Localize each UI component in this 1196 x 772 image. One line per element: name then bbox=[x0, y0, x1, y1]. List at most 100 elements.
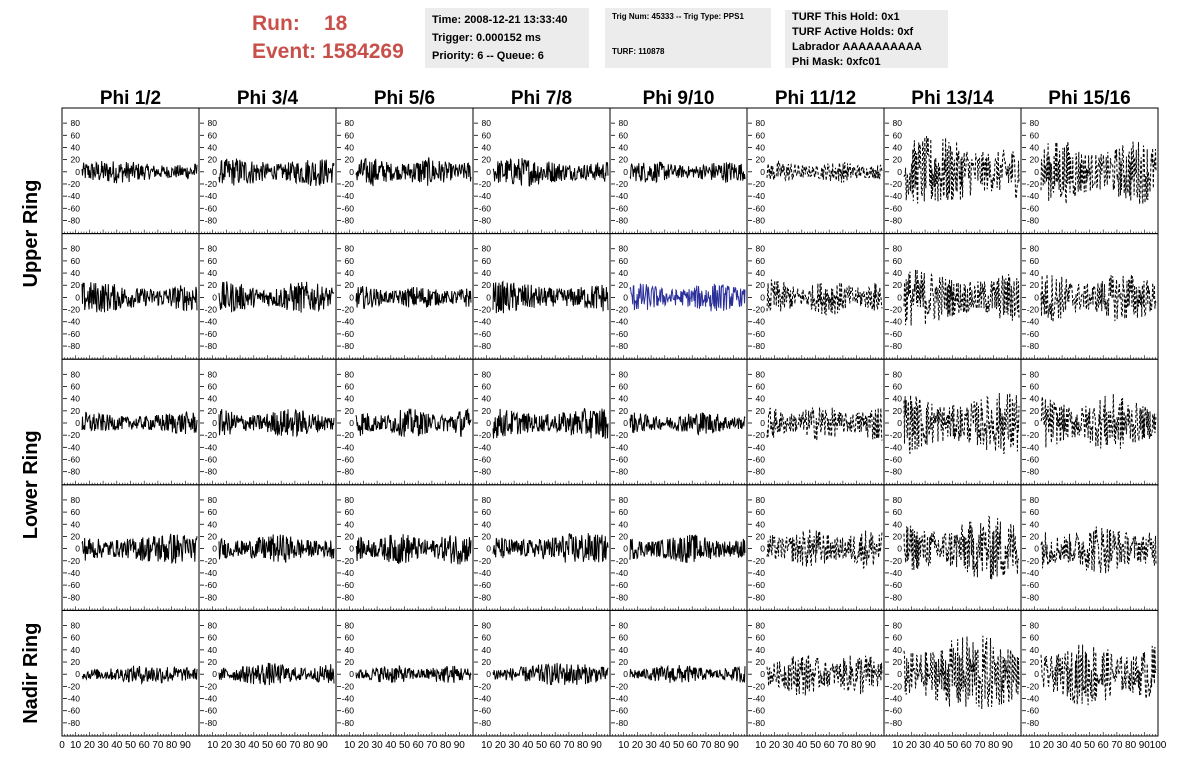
y-tick-label: 60 bbox=[482, 256, 492, 266]
y-tick-label: 0 bbox=[760, 167, 765, 177]
x-tick-label: 30 bbox=[646, 740, 658, 751]
y-tick-label: -60 bbox=[616, 455, 629, 465]
y-tick-label: -80 bbox=[753, 592, 766, 602]
x-tick-label: 10 bbox=[481, 740, 493, 751]
row-group-label: Lower Ring bbox=[20, 430, 42, 539]
waveform-trace bbox=[903, 635, 1020, 710]
x-tick-label: 70 bbox=[1111, 740, 1123, 751]
y-tick-label: 60 bbox=[208, 507, 218, 517]
y-tick-label: 20 bbox=[893, 657, 903, 667]
x-tick-label: 20 bbox=[84, 740, 96, 751]
column-header: Phi 1/2 bbox=[100, 88, 161, 109]
y-tick-label: 40 bbox=[345, 519, 355, 529]
event-value: 1584269 bbox=[322, 40, 404, 63]
waveform-trace bbox=[766, 279, 883, 316]
x-tick-label: 80 bbox=[988, 740, 1000, 751]
y-tick-label: -80 bbox=[342, 718, 355, 728]
y-tick-label: 0 bbox=[486, 669, 491, 679]
y-tick-label: 40 bbox=[756, 268, 766, 278]
x-tick-label: 60 bbox=[1098, 740, 1110, 751]
y-tick-label: 80 bbox=[619, 621, 629, 631]
x-tick-label: 40 bbox=[111, 740, 123, 751]
y-tick-label: -60 bbox=[753, 706, 766, 716]
y-tick-label: 40 bbox=[71, 645, 81, 655]
y-tick-label: 40 bbox=[71, 268, 81, 278]
y-tick-label: 0 bbox=[349, 544, 354, 554]
x-tick-label: 20 bbox=[495, 740, 507, 751]
waveform-trace bbox=[492, 408, 609, 439]
y-tick-label: -80 bbox=[68, 341, 81, 351]
y-tick-label: -20 bbox=[616, 556, 629, 566]
x-tick-label: 10 bbox=[207, 740, 219, 751]
y-tick-label: -80 bbox=[342, 467, 355, 477]
y-tick-label: -60 bbox=[205, 455, 218, 465]
y-tick-label: 20 bbox=[482, 406, 492, 416]
y-tick-label: -20 bbox=[890, 179, 903, 189]
y-tick-label: 0 bbox=[623, 544, 628, 554]
y-tick-label: -40 bbox=[68, 191, 81, 201]
waveform-trace bbox=[629, 412, 746, 436]
y-tick-label: 20 bbox=[893, 406, 903, 416]
x-tick-label: 90 bbox=[1139, 740, 1151, 751]
column-header: Phi 7/8 bbox=[511, 88, 572, 109]
y-tick-label: 80 bbox=[71, 369, 81, 379]
y-tick-label: -40 bbox=[342, 191, 355, 201]
y-tick-label: -40 bbox=[616, 317, 629, 327]
y-tick-label: 20 bbox=[1030, 531, 1040, 541]
y-tick-label: 0 bbox=[1034, 418, 1039, 428]
x-tick-label: 30 bbox=[372, 740, 384, 751]
y-tick-label: -80 bbox=[342, 215, 355, 225]
y-tick-label: 80 bbox=[893, 495, 903, 505]
waveform-trace bbox=[492, 533, 609, 563]
x-tick-label: 100 bbox=[1150, 740, 1167, 751]
waveform-trace bbox=[218, 662, 335, 686]
column-header: Phi 9/10 bbox=[643, 88, 715, 109]
waveform-trace bbox=[629, 161, 746, 184]
y-tick-label: -60 bbox=[205, 580, 218, 590]
y-tick-label: 60 bbox=[756, 633, 766, 643]
y-tick-label: 40 bbox=[482, 268, 492, 278]
y-tick-label: 20 bbox=[208, 280, 218, 290]
y-tick-label: -80 bbox=[890, 467, 903, 477]
y-tick-label: -20 bbox=[479, 556, 492, 566]
y-tick-label: 80 bbox=[345, 495, 355, 505]
y-tick-label: 0 bbox=[486, 292, 491, 302]
y-tick-label: 60 bbox=[71, 130, 81, 140]
y-tick-label: 40 bbox=[71, 142, 81, 152]
y-tick-label: -40 bbox=[616, 568, 629, 578]
y-tick-label: 20 bbox=[1030, 280, 1040, 290]
y-tick-label: -20 bbox=[753, 556, 766, 566]
y-tick-label: 0 bbox=[212, 418, 217, 428]
run-label: Run: bbox=[252, 12, 300, 35]
y-tick-label: 0 bbox=[897, 292, 902, 302]
y-tick-label: -20 bbox=[890, 305, 903, 315]
y-tick-label: -20 bbox=[342, 556, 355, 566]
waveform-trace bbox=[1040, 644, 1157, 706]
y-tick-label: -60 bbox=[479, 706, 492, 716]
y-tick-label: -20 bbox=[1027, 179, 1040, 189]
y-tick-label: 80 bbox=[893, 244, 903, 254]
y-tick-label: -60 bbox=[753, 580, 766, 590]
y-tick-label: 80 bbox=[756, 495, 766, 505]
x-tick-label: 20 bbox=[769, 740, 781, 751]
waveform-trace bbox=[355, 534, 472, 565]
y-tick-label: 20 bbox=[482, 280, 492, 290]
turf-text: TURF: 110878 bbox=[612, 47, 665, 56]
y-tick-label: 0 bbox=[75, 292, 80, 302]
y-tick-label: -40 bbox=[68, 694, 81, 704]
y-tick-label: 80 bbox=[482, 118, 492, 128]
y-tick-label: -60 bbox=[753, 329, 766, 339]
y-tick-label: 60 bbox=[71, 507, 81, 517]
waveform-trace bbox=[81, 665, 198, 685]
y-tick-label: 60 bbox=[482, 507, 492, 517]
y-tick-label: 40 bbox=[345, 268, 355, 278]
y-tick-label: -60 bbox=[68, 329, 81, 339]
y-tick-label: 60 bbox=[345, 507, 355, 517]
y-tick-label: 40 bbox=[893, 645, 903, 655]
y-tick-label: 20 bbox=[71, 531, 81, 541]
y-tick-label: 20 bbox=[482, 531, 492, 541]
y-tick-label: -60 bbox=[616, 580, 629, 590]
y-tick-label: -20 bbox=[205, 430, 218, 440]
y-tick-label: 80 bbox=[893, 118, 903, 128]
